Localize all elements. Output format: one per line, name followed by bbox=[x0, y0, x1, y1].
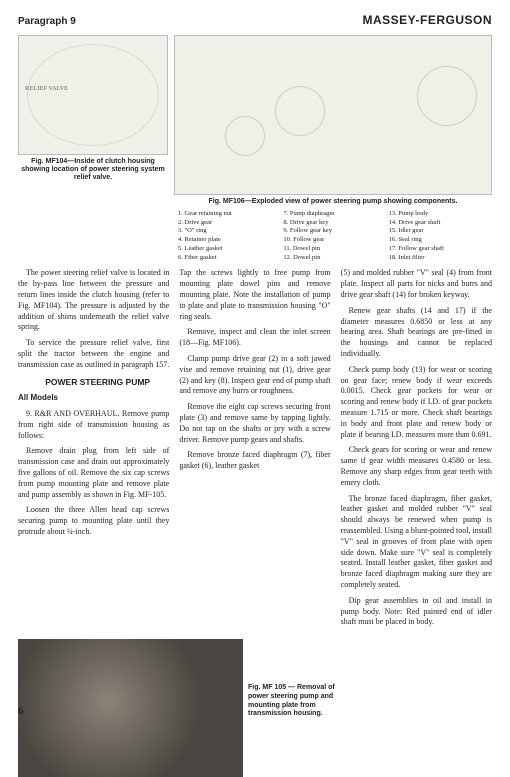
c2-p5: Remove bronze faced diaphragm (7), fiber… bbox=[179, 450, 330, 472]
c2-p2: Remove, inspect and clean the inlet scre… bbox=[179, 327, 330, 349]
column-2: Tap the screws lightly to free pump from… bbox=[179, 268, 330, 633]
fig106-caption: Fig. MF106—Exploded view of power steeri… bbox=[174, 198, 492, 206]
column-3: (5) and molded rubber "V" seal (4) from … bbox=[341, 268, 492, 633]
c1-p3: 9. R&R AND OVERHAUL. Remove pump from ri… bbox=[18, 409, 169, 441]
parts-col-3: 13. Pump body 14. Drive gear shaft 15. I… bbox=[389, 210, 488, 263]
figure-mf104: RELIEF VALVE Fig. MF104—Inside of clutch… bbox=[18, 35, 168, 263]
fig104-image: RELIEF VALVE bbox=[18, 35, 168, 155]
relief-valve-label: RELIEF VALVE bbox=[25, 86, 68, 92]
fig104-caption: Fig. MF104—Inside of clutch housing show… bbox=[18, 158, 168, 183]
c1-p5: Loosen the three Allen head cap screws s… bbox=[18, 505, 169, 537]
fig106-parts-list: 1. Gear retaining nut 2. Drive gear 3. "… bbox=[174, 210, 492, 263]
c3-p1: (5) and molded rubber "V" seal (4) from … bbox=[341, 268, 492, 300]
c3-p4: Check gears for scoring or wear and rene… bbox=[341, 445, 492, 488]
c3-p5: The bronze faced diaphragm, fiber gasket… bbox=[341, 494, 492, 591]
section-heading: POWER STEERING PUMP bbox=[18, 377, 169, 388]
c2-p4: Remove the eight cap screws securing fro… bbox=[179, 402, 330, 445]
parts-col-2: 7. Pump diaphragm 8. Drive gear key 9. F… bbox=[283, 210, 382, 263]
c3-p2: Renew gear shafts (14 and 17) if the dia… bbox=[341, 306, 492, 360]
top-figures-row: RELIEF VALVE Fig. MF104—Inside of clutch… bbox=[18, 35, 492, 263]
subheading: All Models bbox=[18, 393, 169, 404]
c1-p2: To service the pressure relief valve, fi… bbox=[18, 338, 169, 370]
c1-p1: The power steering relief valve is locat… bbox=[18, 268, 169, 333]
c2-p3: Clamp pump drive gear (2) in a soft jawe… bbox=[179, 354, 330, 397]
c2-p1: Tap the screws lightly to free pump from… bbox=[179, 268, 330, 322]
figure-mf106: Fig. MF106—Exploded view of power steeri… bbox=[174, 35, 492, 263]
fig105-caption: Fig. MF 105 — Removal of power steering … bbox=[248, 684, 338, 719]
brand-label: MASSEY-FERGUSON bbox=[362, 12, 492, 28]
body-columns: The power steering relief valve is locat… bbox=[18, 268, 492, 633]
c3-p3: Check pump body (13) for wear or scoring… bbox=[341, 365, 492, 441]
fig106-image bbox=[174, 35, 492, 195]
c3-p6: Dip gear assemblies in oil and install i… bbox=[341, 596, 492, 628]
page-header: Paragraph 9 MASSEY-FERGUSON bbox=[18, 12, 492, 29]
parts-col-1: 1. Gear retaining nut 2. Drive gear 3. "… bbox=[178, 210, 277, 263]
page-number: 6 bbox=[18, 704, 24, 719]
column-1: The power steering relief valve is locat… bbox=[18, 268, 169, 633]
figure-mf105: Fig. MF 105 — Removal of power steering … bbox=[18, 639, 243, 777]
paragraph-label: Paragraph 9 bbox=[18, 15, 76, 29]
c1-p4: Remove drain plug from left side of tran… bbox=[18, 446, 169, 500]
